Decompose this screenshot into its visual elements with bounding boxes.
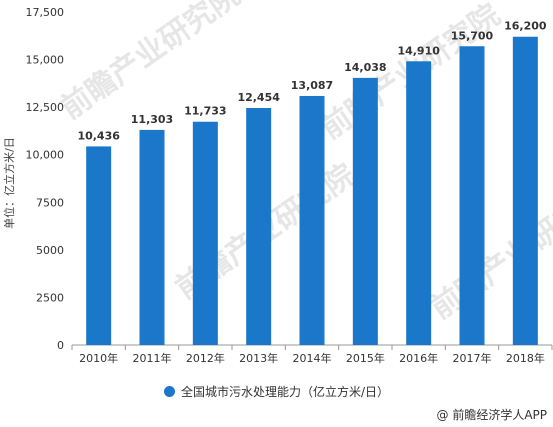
data-label: 11,733: [184, 105, 226, 118]
x-tick-label: 2012年: [186, 351, 225, 365]
bar: [352, 77, 378, 345]
y-axis-label: 单位：亿立方米/日: [2, 137, 16, 229]
data-label: 12,454: [237, 91, 280, 104]
bar: [459, 46, 485, 345]
source-credit: @ 前瞻经济学人APP: [436, 408, 548, 422]
bar: [299, 95, 325, 345]
y-tick-label: 2500: [36, 291, 64, 304]
x-tick-label: 2015年: [346, 351, 385, 365]
y-tick-label: 17,500: [26, 6, 65, 19]
x-tick-label: 2010年: [79, 351, 118, 365]
bar: [139, 129, 165, 345]
bars: [86, 36, 538, 346]
bar: [246, 108, 272, 345]
x-tick-label: 2017年: [453, 351, 492, 365]
y-tick-label: 7500: [36, 196, 64, 209]
data-label: 14,038: [344, 61, 386, 74]
y-tick-label: 5000: [36, 244, 64, 257]
data-label: 11,303: [131, 113, 173, 126]
data-label: 10,436: [77, 129, 120, 142]
x-tick-label: 2018年: [506, 351, 545, 365]
data-label: 13,087: [291, 79, 333, 92]
x-tick-label: 2014年: [293, 351, 332, 365]
bar-chart: 前瞻产业研究院前瞻产业研究院前瞻产业研究院前瞻产业研究院 02500500075…: [2, 0, 553, 365]
data-labels: 10,436 11,303 11,733 12,454 13,087 14,038 14,9…: [77, 20, 546, 143]
legend-marker: [163, 386, 175, 397]
bar: [512, 36, 538, 345]
data-label: 15,700: [451, 29, 494, 42]
y-tick-label: 15,000: [26, 54, 65, 67]
data-label: 16,200: [504, 20, 547, 33]
y-tick-label: 12,500: [26, 101, 65, 114]
legend-label: 全国城市污水处理能力（亿立方米/日）: [180, 385, 390, 399]
bar: [86, 146, 112, 345]
data-label: 14,910: [397, 44, 440, 57]
x-tick-label: 2011年: [133, 351, 172, 365]
y-tick-label: 0: [57, 339, 64, 352]
x-tick-label: 2016年: [399, 351, 438, 365]
bar: [192, 121, 218, 346]
y-tick-label: 10,000: [26, 149, 65, 162]
legend: 全国城市污水处理能力（亿立方米/日）: [0, 383, 553, 400]
bar: [406, 61, 432, 346]
x-tick-label: 2013年: [239, 351, 278, 365]
